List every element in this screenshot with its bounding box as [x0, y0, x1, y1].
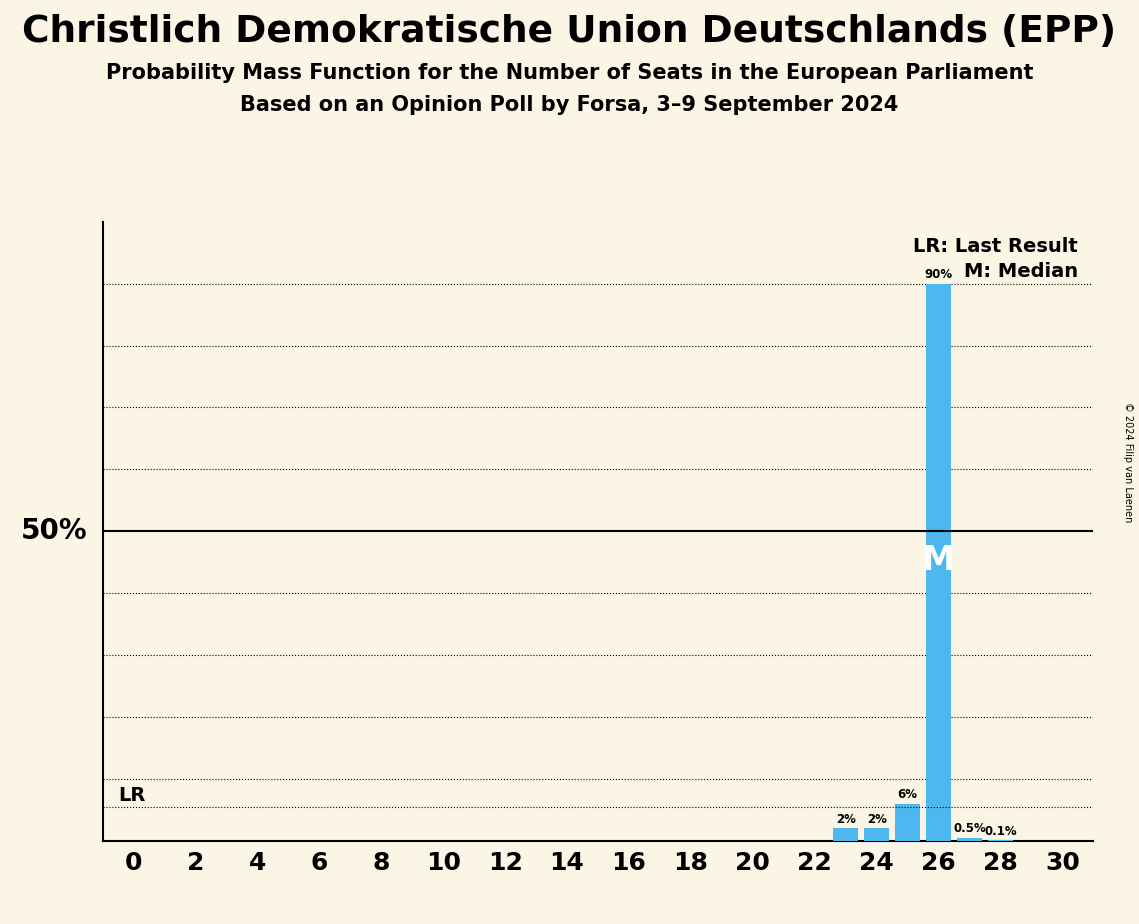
Text: 0.5%: 0.5% — [953, 822, 986, 835]
Bar — [895, 804, 920, 841]
Text: 2%: 2% — [836, 813, 855, 826]
Text: Probability Mass Function for the Number of Seats in the European Parliament: Probability Mass Function for the Number… — [106, 63, 1033, 83]
Bar — [865, 829, 890, 841]
Text: 0.1%: 0.1% — [984, 825, 1017, 838]
Bar — [957, 838, 982, 841]
Text: 50%: 50% — [21, 517, 87, 545]
Text: © 2024 Filip van Laenen: © 2024 Filip van Laenen — [1123, 402, 1133, 522]
Text: M: Median: M: Median — [964, 262, 1077, 281]
Text: LR: Last Result: LR: Last Result — [913, 237, 1077, 256]
Bar — [834, 829, 858, 841]
Text: 90%: 90% — [925, 268, 952, 281]
Text: Based on an Opinion Poll by Forsa, 3–9 September 2024: Based on an Opinion Poll by Forsa, 3–9 S… — [240, 95, 899, 116]
Text: 2%: 2% — [867, 813, 886, 826]
Text: 6%: 6% — [898, 788, 918, 801]
Text: M: M — [921, 543, 956, 577]
Text: LR: LR — [118, 786, 146, 805]
Text: Christlich Demokratische Union Deutschlands (EPP): Christlich Demokratische Union Deutschla… — [23, 14, 1116, 50]
Bar — [926, 284, 951, 841]
